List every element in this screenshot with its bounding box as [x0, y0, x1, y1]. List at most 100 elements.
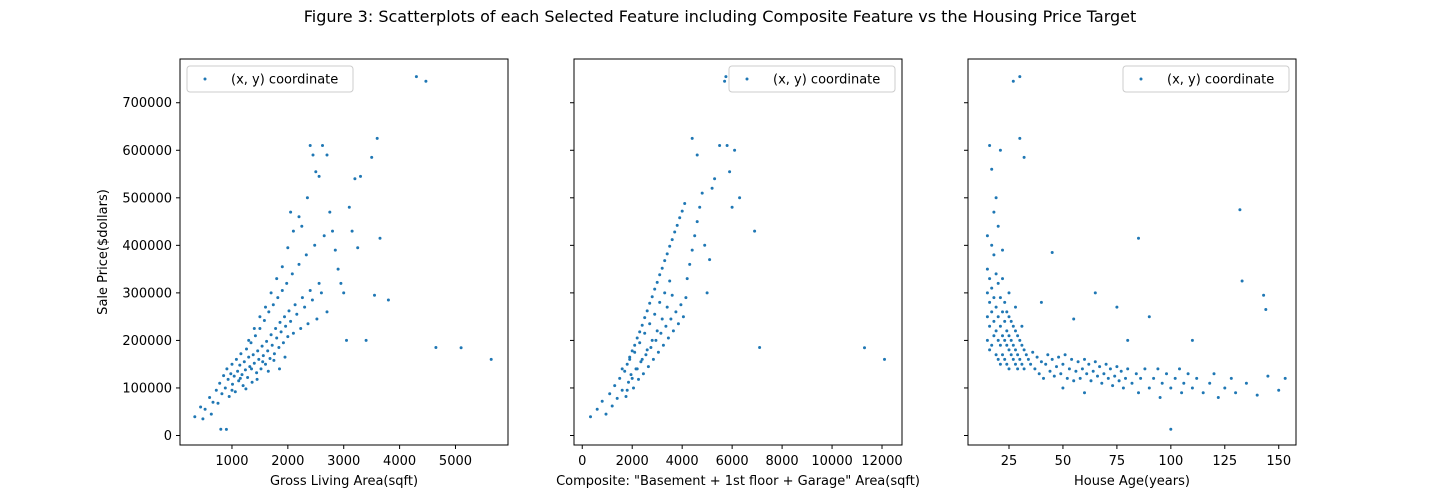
data-point	[1087, 362, 1091, 366]
data-point	[1180, 391, 1184, 395]
data-point	[660, 266, 664, 270]
data-point	[1234, 391, 1238, 395]
data-point	[620, 388, 624, 392]
x-tick-label: 0	[578, 454, 586, 469]
data-point	[648, 301, 652, 305]
data-point	[278, 367, 281, 371]
x-tick-label: 5000	[439, 454, 472, 469]
data-point	[233, 390, 237, 394]
data-point	[679, 303, 683, 307]
data-point	[676, 322, 680, 326]
data-point	[240, 373, 244, 377]
legend-box	[1122, 65, 1290, 93]
data-point	[1195, 376, 1199, 380]
data-point	[990, 310, 994, 314]
data-point	[665, 305, 669, 309]
data-point	[1011, 357, 1015, 361]
data-point	[1005, 343, 1009, 347]
data-point	[342, 291, 346, 295]
data-point	[680, 209, 684, 213]
data-point	[243, 368, 247, 372]
data-point	[339, 281, 343, 285]
data-point	[331, 229, 334, 233]
data-point	[994, 305, 998, 309]
data-point	[650, 295, 654, 299]
data-point	[1044, 362, 1048, 366]
data-point	[1039, 360, 1043, 364]
data-point	[675, 223, 679, 227]
data-point	[649, 346, 653, 349]
axes-frame	[967, 58, 1297, 446]
data-point	[313, 243, 317, 247]
data-point	[1115, 365, 1119, 369]
data-point	[278, 320, 282, 324]
data-point	[201, 417, 205, 421]
data-point	[227, 395, 231, 398]
data-point	[690, 136, 694, 140]
data-point	[678, 216, 682, 220]
data-point	[1186, 372, 1190, 376]
data-point	[996, 315, 1000, 319]
data-point	[257, 357, 261, 361]
data-point	[270, 343, 274, 347]
data-point	[674, 310, 678, 314]
data-point	[261, 360, 265, 364]
data-point	[683, 202, 687, 205]
data-point	[1085, 372, 1089, 376]
data-point	[1072, 379, 1076, 383]
data-point	[1126, 367, 1130, 371]
data-point	[723, 79, 727, 83]
legend-marker	[203, 77, 207, 81]
data-point	[728, 170, 732, 174]
data-point	[990, 167, 994, 171]
data-point	[1020, 324, 1024, 328]
data-point	[669, 317, 673, 321]
axes-frame	[573, 58, 903, 446]
data-point	[230, 362, 234, 366]
data-point	[1005, 310, 1009, 314]
data-point	[994, 272, 998, 276]
data-point	[290, 272, 294, 276]
data-point	[1003, 300, 1007, 304]
data-point	[1022, 367, 1026, 371]
data-point	[1229, 376, 1233, 380]
x-tick-label: 10000	[811, 454, 852, 469]
data-point	[1018, 136, 1022, 140]
data-point	[238, 363, 242, 367]
data-point	[1160, 381, 1164, 385]
data-point	[665, 252, 669, 256]
data-point	[280, 289, 284, 292]
data-point	[1277, 388, 1281, 392]
x-tick-label: 100	[1158, 454, 1183, 469]
data-point	[293, 303, 297, 307]
data-point	[1093, 291, 1097, 295]
data-point	[651, 357, 655, 361]
data-point	[1061, 362, 1065, 366]
x-tick-label: 25	[1001, 454, 1018, 469]
data-point	[249, 341, 253, 345]
data-point	[994, 353, 998, 357]
data-point	[1115, 305, 1119, 309]
data-point	[1158, 396, 1162, 399]
data-point	[255, 377, 259, 381]
data-point	[1074, 369, 1078, 373]
data-point	[1264, 308, 1268, 311]
data-point	[988, 324, 992, 328]
data-point	[988, 144, 992, 147]
chart-panel-2: 0 2000 4000 6000 8000 10000 12000 Composite: "B…	[556, 58, 920, 489]
data-point	[708, 258, 712, 262]
data-point	[1009, 338, 1013, 342]
data-point	[1244, 381, 1248, 385]
data-point	[1108, 367, 1112, 371]
data-point	[264, 362, 267, 366]
data-point	[1096, 374, 1099, 378]
data-point	[656, 350, 660, 354]
data-point	[1001, 277, 1004, 281]
data-point	[489, 357, 493, 361]
data-point	[1201, 391, 1205, 395]
data-point	[1005, 329, 1009, 333]
data-point	[998, 343, 1002, 347]
data-point	[289, 210, 293, 214]
data-point	[229, 372, 233, 376]
data-point	[1018, 75, 1022, 79]
